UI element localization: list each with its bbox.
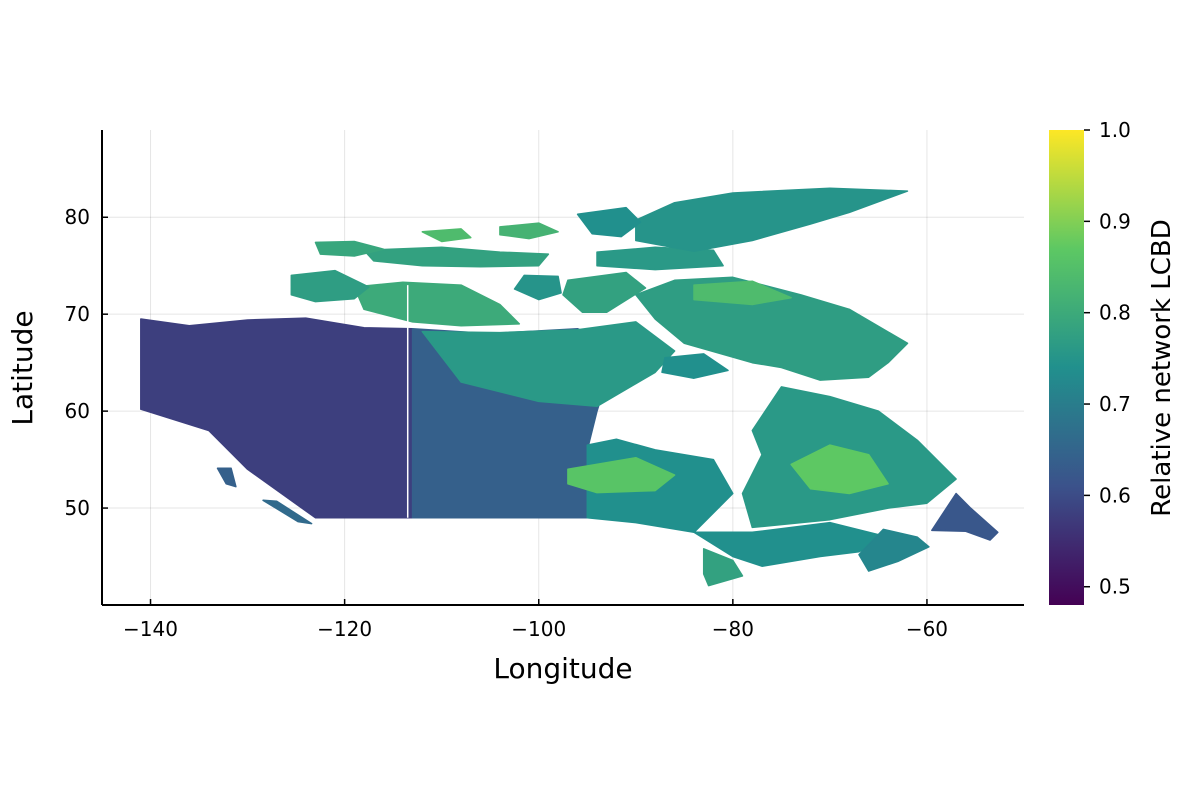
map-region	[661, 353, 729, 379]
map-region	[693, 521, 889, 567]
map-region	[499, 222, 559, 240]
map-region	[567, 456, 676, 494]
map-region	[363, 246, 550, 268]
y-tick-label: 50	[65, 496, 90, 520]
x-tick-label: −120	[317, 617, 372, 641]
y-axis-title: Latitude	[6, 310, 39, 425]
map-regions	[140, 187, 999, 587]
x-tick-label: −100	[511, 617, 566, 641]
map-region	[702, 548, 744, 587]
map-region	[790, 444, 889, 495]
map-region	[216, 467, 237, 488]
map-region	[140, 317, 414, 519]
colorbar-tick-label: 0.5	[1099, 575, 1131, 599]
colorbar-tick-label: 0.9	[1099, 209, 1131, 233]
x-tick-label: −60	[906, 617, 948, 641]
map-region	[576, 206, 642, 238]
x-axis-ticks: −140 −120 −100 −80 −60	[123, 599, 948, 641]
y-tick-label: 80	[65, 205, 90, 229]
map-region	[596, 246, 724, 271]
colorbar-tick-label: 0.8	[1099, 301, 1131, 325]
colorbar-ticks: 0.5 0.6 0.7 0.8 0.9 1.0	[1084, 118, 1131, 599]
map-region	[421, 228, 472, 243]
map-region	[858, 528, 930, 572]
x-tick-label: −80	[712, 617, 754, 641]
map-region	[513, 274, 562, 301]
colorbar-tick-label: 0.7	[1099, 392, 1131, 416]
map-region	[314, 240, 385, 257]
map-region	[693, 280, 792, 306]
y-tick-label: 60	[65, 399, 90, 423]
map-region	[262, 499, 313, 525]
y-axis-ticks: 50 60 70 80	[65, 205, 108, 520]
colorbar-tick-label: 0.6	[1099, 483, 1131, 507]
map-region	[290, 269, 370, 303]
map-region	[353, 281, 521, 327]
colorbar: 0.5 0.6 0.7 0.8 0.9 1.0	[1049, 118, 1131, 605]
x-tick-label: −140	[123, 617, 178, 641]
map-region	[931, 492, 999, 541]
map-region	[635, 276, 909, 381]
x-axis-title: Longitude	[493, 652, 632, 685]
colorbar-title: Relative network LCBD	[1147, 219, 1177, 516]
map-region	[635, 187, 909, 252]
map-region	[562, 271, 647, 313]
colorbar-tick-label: 1.0	[1099, 118, 1131, 142]
colorbar-gradient	[1049, 130, 1084, 605]
y-tick-label: 70	[65, 302, 90, 326]
axes	[101, 130, 1024, 606]
